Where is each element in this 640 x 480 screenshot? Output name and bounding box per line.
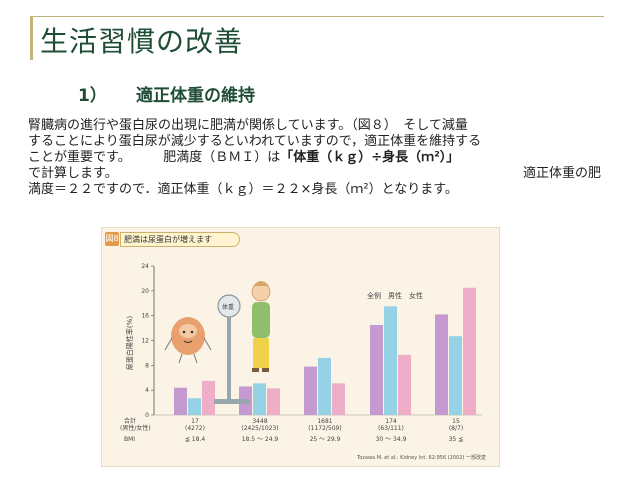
category-persons: (8/7) [449,425,463,432]
bmi-formula: 「体重（ｋｇ）÷身長（ｍ²）」 [280,150,460,165]
body-text: で計算します。 [28,166,118,181]
y-tick-label: 8 [145,362,149,369]
scale-label: 体重 [222,303,234,311]
figure-source: Tozawa M. et al.: Kidney Int. 62:956 (20… [357,455,486,461]
row-label-bmi: BMI [124,436,135,443]
bar-男性 [449,336,462,415]
bar-女性 [267,388,280,415]
category-bmi: 25 ～ 29.9 [310,436,341,443]
legend: 全例 男性 女性 [367,291,423,300]
y-axis-label: 尿蛋白陽性率(%) [125,316,134,370]
bar-女性 [463,287,476,415]
section-title: 適正体重の維持 [136,86,255,106]
category-label: 3448 [252,418,267,425]
y-tick-label: 4 [145,387,149,394]
category-label: 15 [452,418,460,425]
category-label: 1681 [317,418,332,425]
y-tick-label: 20 [141,288,149,295]
body-line: することにより蛋白尿が減少するといわれていますので，適正体重を維持する [28,134,482,149]
kidney-illustration [164,317,212,364]
body-text: ことが重要です。 肥満度（ＢＭＩ）は [28,150,281,165]
body-line: ことが重要です。 肥満度（ＢＭＩ）は「体重（ｋｇ）÷身長（ｍ²）」 [28,150,613,166]
body-paragraph: 腎臓病の進行や蛋白尿の出現に肥満が関係しています。（図８） そして減量 すること… [28,118,613,198]
figure-caption: 肥満は尿蛋白が増えます [124,235,212,244]
scale-illustration: 体重 [214,294,250,404]
figure-badge: 図8 [105,232,119,246]
bar-男性 [253,383,266,415]
category-persons: (2425/1023) [241,425,278,432]
category-label: 17 [191,418,199,425]
body-line: 腎臓病の進行や蛋白尿の出現に肥満が関係しています。（図８） そして減量 [28,118,468,133]
bar-全例 [370,324,383,415]
bar-全例 [435,314,448,415]
chart-bars [174,287,476,415]
section-number: 1） [78,86,107,106]
row-label-count: 合計 [124,417,136,425]
category-persons: (63/111) [378,425,404,432]
category-bmi: ≦ 18.4 [185,436,205,443]
bar-男性 [318,357,331,415]
y-tick-label: 16 [141,313,149,320]
bar-全例 [304,366,317,415]
category-persons: (4272) [185,425,205,432]
y-tick-label: 0 [145,412,149,419]
title-accent-bar [30,16,33,60]
section-heading: 1） 適正体重の維持 [78,81,255,106]
bar-女性 [202,380,215,415]
bar-男性 [384,306,397,415]
row-label-persons: (男性/女性) [120,424,151,432]
bar-男性 [188,398,201,415]
person-illustration [251,281,271,372]
bar-chart: 0 4 8 12 16 20 24 尿蛋白陽性率(%) 17(4272) ≦ 18.4 3448(2… [120,263,482,443]
category-persons: (1172/509) [308,425,341,432]
category-bmi: 30 ～ 34.9 [376,436,407,443]
category-bmi: 35 ≦ [449,436,464,443]
bar-全例 [174,387,187,415]
y-tick-label: 24 [141,263,149,270]
body-line: 満度＝２２ですので．適正体重（ｋｇ）＝２２×身長（ｍ²）となります。 [28,182,458,197]
title-rule [32,16,604,17]
chart-axes: 0 4 8 12 16 20 24 尿蛋白陽性率(%) 17(4272) ≦ 18.4 3448(2… [120,263,482,443]
page-title: 生活習慣の改善 [40,25,244,58]
category-label: 174 [385,418,397,425]
bar-女性 [398,354,411,415]
body-text: 適正体重の肥 [522,166,601,181]
figure-bmi-proteinuria: 図8 肥満は尿蛋白が増えます 0 4 8 12 16 20 24 尿蛋白陽性率(%) 17 (42… [101,227,500,467]
figure-caption-box [120,232,240,247]
y-tick-label: 12 [141,338,149,345]
bar-女性 [332,383,345,415]
category-bmi: 18.5 ～ 24.9 [242,436,279,443]
body-line: で計算します。 適正体重の肥 [28,166,613,182]
